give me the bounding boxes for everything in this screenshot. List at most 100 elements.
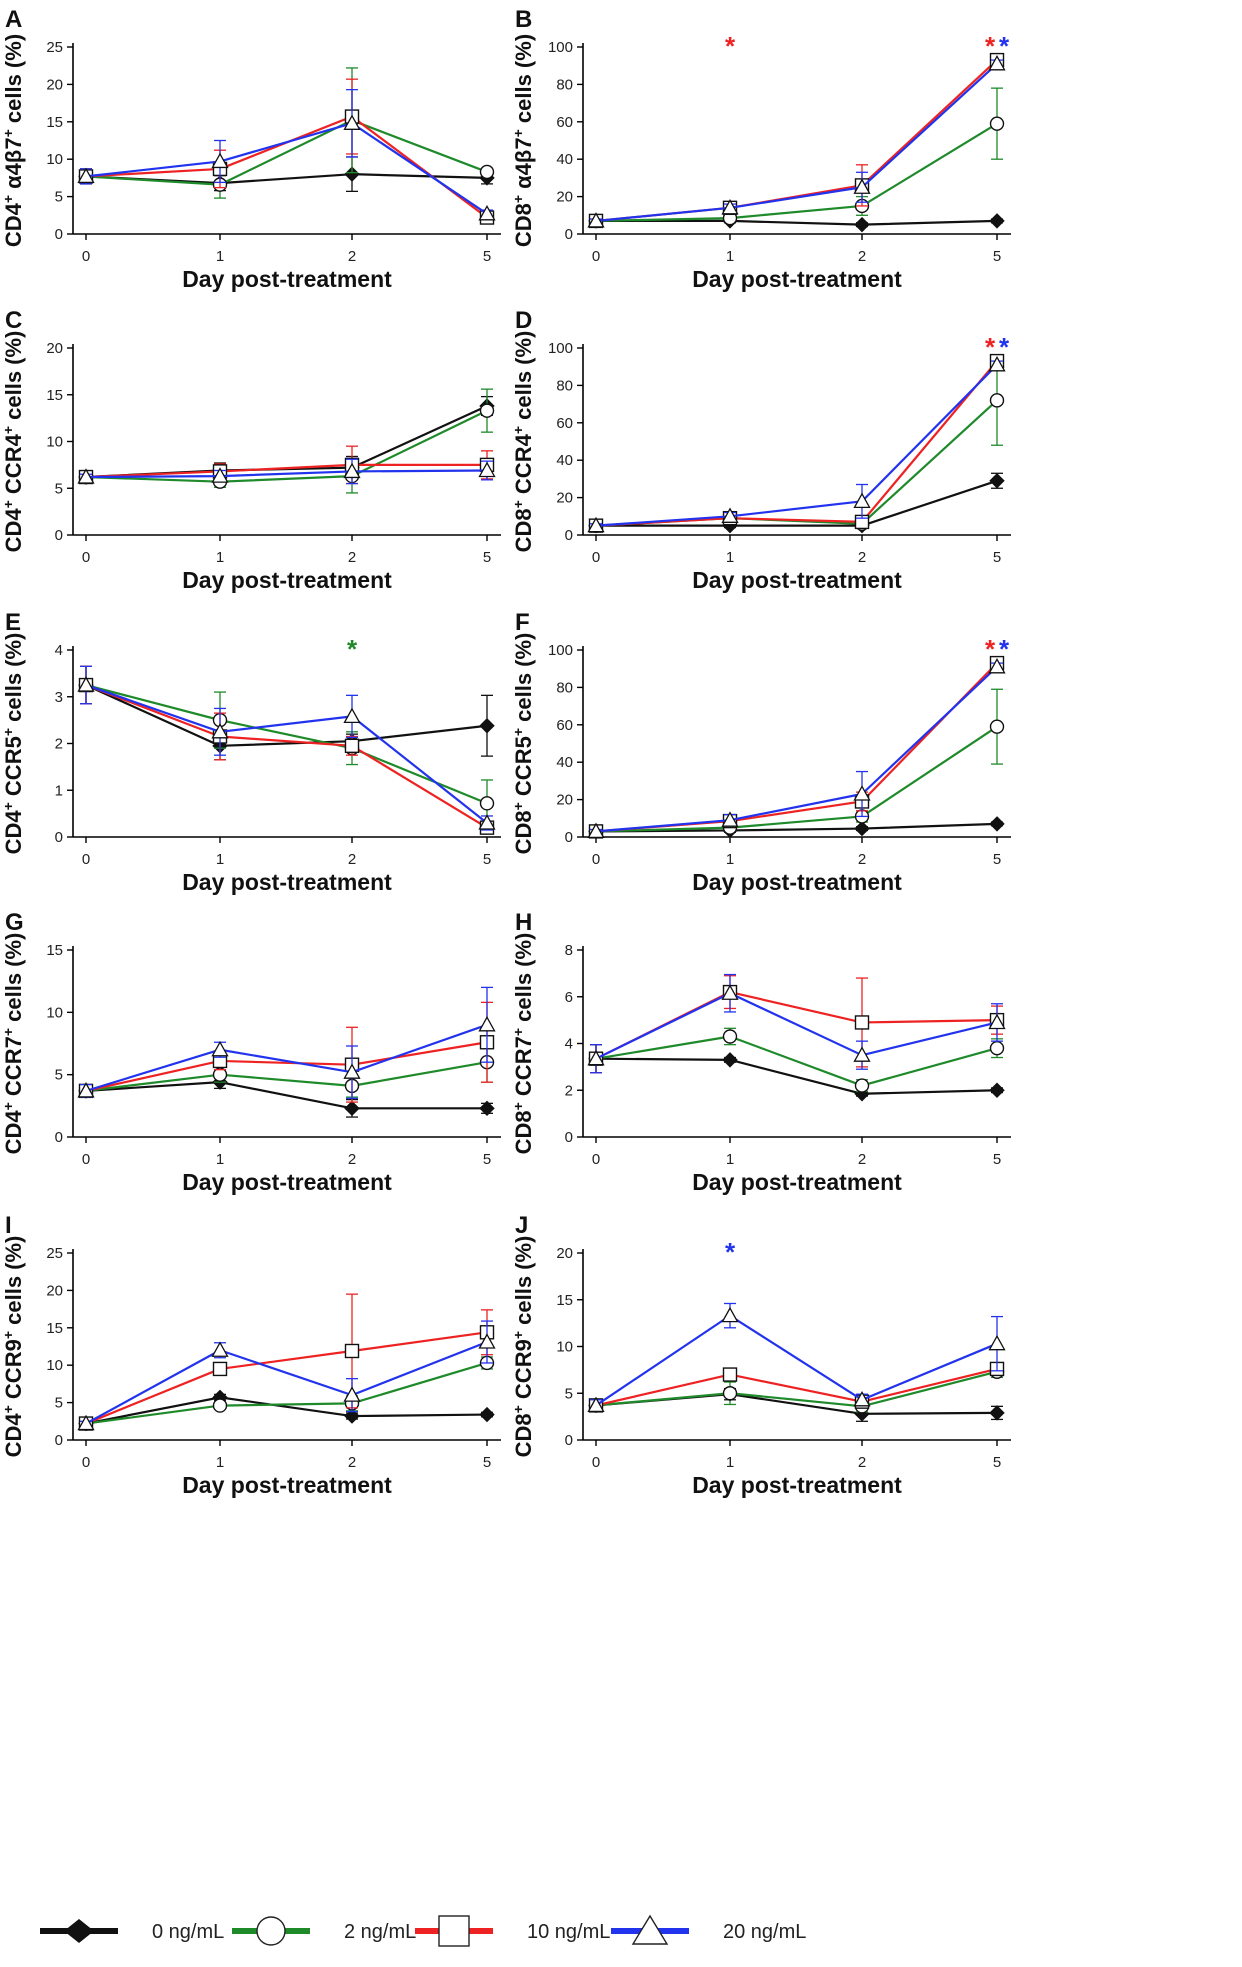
y-axis-title-b: CD8+ α4β7+ cells (%) <box>510 34 536 247</box>
data-point-a-0-ng-ml-2 <box>344 166 360 182</box>
y-axis-title-part-j-2: CCR9 <box>511 1339 536 1405</box>
series-e-20-ng-ml <box>77 665 496 831</box>
y-tick-label-b-40: 40 <box>556 151 573 168</box>
data-point-b-0-ng-ml-2 <box>854 216 870 233</box>
series-line-e-20-ng-ml <box>85 684 488 824</box>
series-f-2-ng-ml <box>588 688 1005 839</box>
y-tick-label-c-5: 5 <box>55 480 63 497</box>
y-axis-title-part-i-2: CCR9 <box>1 1339 26 1405</box>
series-line-i-2-ng-ml <box>85 1361 488 1425</box>
x-tick-label-g-5: 5 <box>483 1151 491 1168</box>
x-axis-title-c: Day post-treatment <box>182 567 392 593</box>
y-tick-label-i-20: 20 <box>46 1282 63 1299</box>
x-axis-title-f: Day post-treatment <box>692 869 902 895</box>
data-point-h-20-ng-ml-3 <box>988 1013 1006 1030</box>
panel-letter-f: F <box>515 609 530 636</box>
y-axis-title-part-d-0: CD8 <box>511 508 536 552</box>
x-tick-label-b-0: 0 <box>592 248 600 265</box>
y-axis-title-g: CD4+ CCR7+ cells (%) <box>0 933 26 1155</box>
y-axis-title-part-e-0: CD4 <box>1 810 26 855</box>
x-tick-label-h-0: 0 <box>592 1151 600 1168</box>
data-point-g-0-ng-ml-3 <box>479 1100 495 1117</box>
series-line-i-10-ng-ml <box>85 1331 488 1425</box>
data-point-j-20-ng-ml-1 <box>721 1306 739 1323</box>
series-line-c-0-ng-ml <box>85 404 488 479</box>
x-tick-label-j-0: 0 <box>592 1454 600 1471</box>
y-axis-title-part-b-1: + <box>510 195 526 203</box>
panel-letter-d: D <box>515 307 532 334</box>
y-tick-label-f-60: 60 <box>556 717 573 734</box>
data-point-i-20-ng-ml-3 <box>478 1333 496 1349</box>
data-point-b-0-ng-ml-3 <box>989 213 1005 229</box>
legend-marker-20-ng-ml <box>631 1914 669 1945</box>
y-tick-label-d-100: 100 <box>548 340 573 357</box>
series-line-e-10-ng-ml <box>85 684 488 829</box>
data-point-h-2-ng-ml-1 <box>722 1029 738 1044</box>
y-tick-label-b-100: 100 <box>548 39 573 56</box>
y-axis-title-part-i-1: + <box>0 1405 16 1413</box>
data-point-h-20-ng-ml-0 <box>587 1049 605 1066</box>
data-point-d-2-ng-ml-3 <box>989 393 1005 408</box>
y-tick-label-j-5: 5 <box>565 1385 573 1402</box>
series-line-f-2-ng-ml <box>595 725 998 833</box>
y-tick-label-a-15: 15 <box>46 114 63 131</box>
series-b-20-ng-ml <box>587 54 1006 228</box>
x-tick-label-i-0: 0 <box>82 1454 90 1471</box>
significance-star-f-0: * <box>985 634 996 664</box>
legend-marker-10-ng-ml <box>438 1915 470 1947</box>
y-tick-label-c-20: 20 <box>46 340 63 357</box>
legend: 0 ng/mL 2 ng/mL 10 ng/mL 20 ng/mL <box>40 1914 806 1947</box>
legend-label-0-ng-ml: 0 ng/mL <box>152 1921 224 1943</box>
panel-letter-b: B <box>515 6 532 33</box>
y-tick-label-h-2: 2 <box>565 1082 573 1099</box>
y-axis-title-f: CD8+ CCR5+ cells (%) <box>510 633 536 855</box>
data-point-e-20-ng-ml-1 <box>211 722 229 739</box>
y-axis-title-part-h-2: CCR7 <box>511 1036 536 1102</box>
legend-label-20-ng-ml: 20 ng/mL <box>723 1921 806 1943</box>
legend-marker-2-ng-ml <box>256 1916 286 1946</box>
data-point-j-10-ng-ml-1 <box>722 1367 738 1382</box>
y-axis-title-d: CD8+ CCR4+ cells (%) <box>510 331 536 553</box>
y-axis-title-part-d-3: + <box>510 426 526 434</box>
series-line-c-10-ng-ml <box>85 463 487 479</box>
panel-letter-c: C <box>5 307 22 334</box>
y-tick-label-b-60: 60 <box>556 114 573 131</box>
y-tick-label-e-4: 4 <box>55 642 63 659</box>
x-tick-label-h-1: 1 <box>726 1151 734 1168</box>
y-axis-title-part-i-4: cells (%) <box>1 1236 26 1331</box>
x-tick-label-c-1: 1 <box>216 549 224 566</box>
y-tick-label-c-0: 0 <box>55 527 63 544</box>
data-point-j-20-ng-ml-0 <box>587 1396 605 1413</box>
significance-star-b-2: * <box>999 31 1010 61</box>
y-axis-title-part-f-2: CCR5 <box>511 736 536 802</box>
series-line-a-0-ng-ml <box>85 173 488 185</box>
x-tick-label-b-2: 2 <box>858 248 866 265</box>
y-tick-label-b-20: 20 <box>556 189 573 206</box>
panel-f: F 0 20 40 60 80 100 0 1 2 5 Day post-treatment CD8+ … <box>510 609 1011 895</box>
data-point-i-20-ng-ml-2 <box>343 1386 361 1402</box>
y-axis-title-part-i-3: + <box>0 1331 16 1339</box>
y-axis-title-part-j-3: + <box>510 1331 526 1339</box>
x-tick-label-a-2: 2 <box>348 248 356 265</box>
x-axis-title-d: Day post-treatment <box>692 567 902 593</box>
series-d-20-ng-ml <box>587 355 1006 533</box>
y-axis-title-i: CD4+ CCR9+ cells (%) <box>0 1236 26 1458</box>
series-line-j-10-ng-ml <box>595 1367 998 1407</box>
x-tick-label-a-1: 1 <box>216 248 224 265</box>
x-tick-label-f-2: 2 <box>858 851 866 868</box>
series-d-10-ng-ml <box>588 353 1005 533</box>
x-tick-label-a-5: 5 <box>483 248 491 265</box>
y-axis-title-part-e-2: CCR5 <box>1 736 26 802</box>
data-point-a-20-ng-ml-3 <box>478 204 496 221</box>
x-tick-label-d-2: 2 <box>858 549 866 566</box>
x-tick-label-c-0: 0 <box>82 549 90 566</box>
series-line-g-0-ng-ml <box>85 1081 487 1110</box>
y-tick-label-c-10: 10 <box>46 434 63 451</box>
significance-star-d-0: * <box>985 332 996 362</box>
y-tick-label-f-40: 40 <box>556 754 573 771</box>
x-tick-label-a-0: 0 <box>82 248 90 265</box>
y-axis-title-part-c-0: CD4 <box>1 508 26 553</box>
data-point-i-2-ng-ml-1 <box>212 1398 228 1413</box>
